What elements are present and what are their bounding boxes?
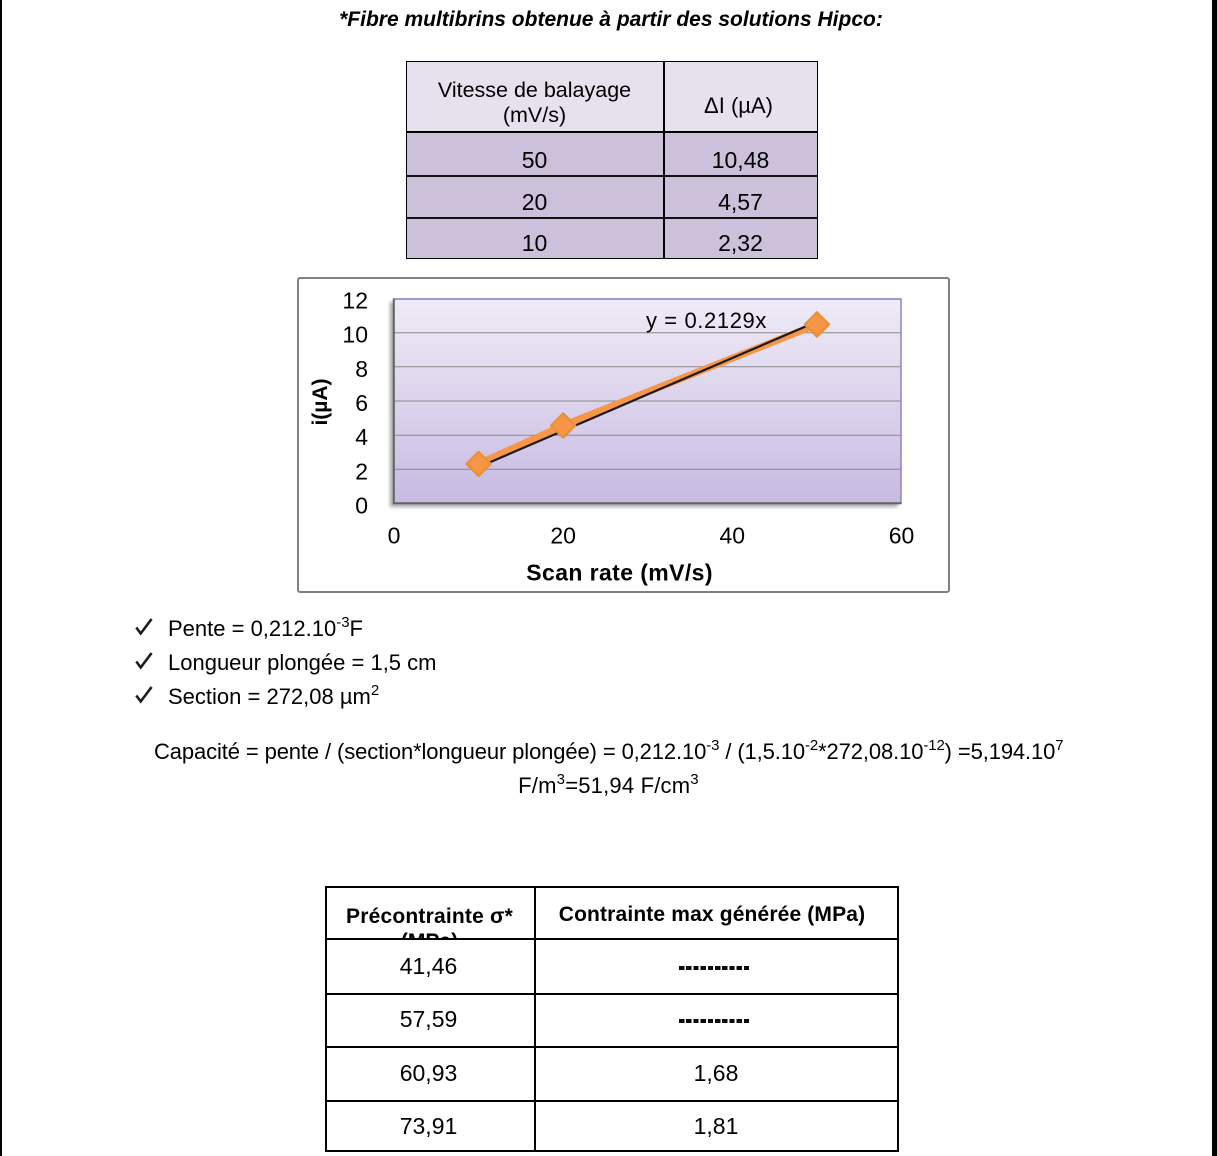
svg-text:20: 20: [550, 523, 576, 549]
svg-text:40: 40: [720, 523, 746, 549]
svg-text:12: 12: [342, 288, 368, 314]
svg-text:60: 60: [889, 523, 915, 549]
svg-text:y = 0.2129x: y = 0.2129x: [646, 308, 767, 333]
svg-text:2: 2: [355, 458, 368, 484]
svg-text:4: 4: [355, 424, 368, 450]
svg-text:0: 0: [355, 493, 368, 519]
svg-text:Scan rate (mV/s): Scan rate (mV/s): [526, 560, 713, 586]
svg-text:i(µA): i(µA): [309, 378, 332, 425]
svg-text:10: 10: [342, 322, 368, 348]
svg-text:6: 6: [355, 390, 368, 416]
svg-text:0: 0: [388, 523, 401, 549]
svg-text:8: 8: [355, 356, 368, 382]
